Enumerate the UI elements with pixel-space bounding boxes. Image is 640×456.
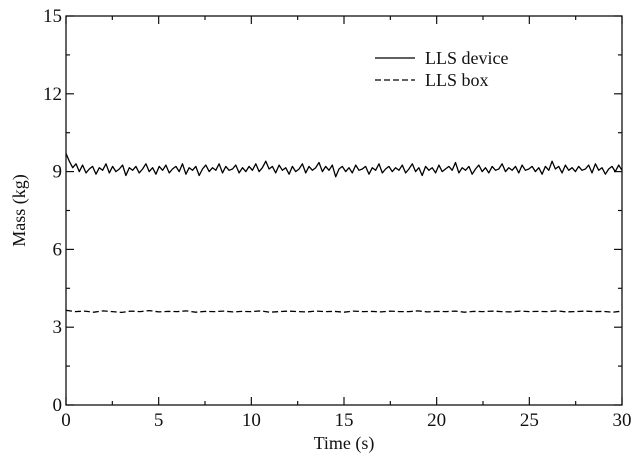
x-tick-label: 30 [613, 410, 632, 431]
series-line-lls-box [65, 309, 623, 314]
x-tick-label: 15 [335, 410, 354, 431]
x-tick-label: 0 [61, 410, 71, 431]
legend-label-lls-device: LLS device [425, 48, 508, 68]
x-axis-ticks: 0 5 10 15 20 25 30 [61, 16, 632, 431]
y-axis-label: Mass (kg) [9, 174, 30, 247]
y-tick-label: 15 [43, 6, 62, 27]
x-axis-label: Time (s) [314, 433, 375, 454]
y-tick-label: 12 [43, 84, 62, 105]
x-tick-label: 10 [242, 410, 261, 431]
y-tick-label: 6 [53, 239, 63, 260]
y-axis-ticks: 0 3 6 9 12 15 [43, 6, 622, 416]
x-tick-label: 5 [154, 410, 164, 431]
plot-series [65, 153, 623, 314]
legend-label-lls-box: LLS box [425, 70, 489, 90]
y-tick-label: 9 [53, 162, 63, 183]
plot-frame [65, 15, 623, 406]
x-tick-label: 20 [427, 410, 446, 431]
y-tick-label: 0 [53, 395, 63, 416]
legend: LLS device LLS box [375, 48, 508, 90]
x-tick-label: 25 [520, 410, 539, 431]
y-tick-label: 3 [53, 317, 63, 338]
series-line-lls-device [65, 153, 623, 178]
